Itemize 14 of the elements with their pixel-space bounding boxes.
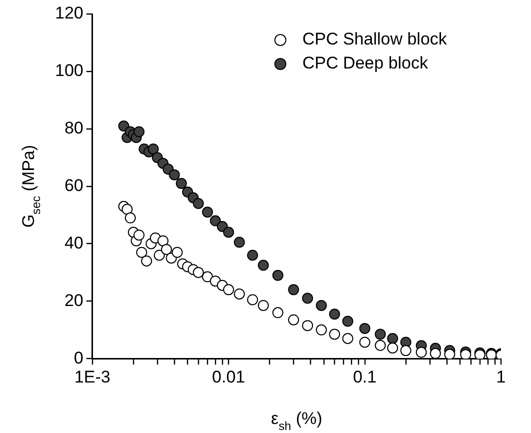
y-tick-label: 100 [54,61,84,80]
y-tick-label: 80 [64,118,84,138]
y-tick-label: 40 [64,233,84,252]
legend-label: CPC Shallow block [302,30,448,49]
y-tick-label: 60 [64,176,84,195]
legend-label: CPC Deep block [302,54,428,73]
y-axis-title: Gsec (MPa) [19,144,43,228]
y-tick-label: 0 [74,348,84,368]
x-tick-label: 0.1 [352,367,377,386]
y-tick-label: 120 [54,4,84,23]
y-tick-label: 20 [64,290,84,310]
x-tick-label: 1 [496,367,506,386]
x-tick-label: 1E-3 [74,367,110,386]
x-tick-label: 0.01 [212,367,246,386]
